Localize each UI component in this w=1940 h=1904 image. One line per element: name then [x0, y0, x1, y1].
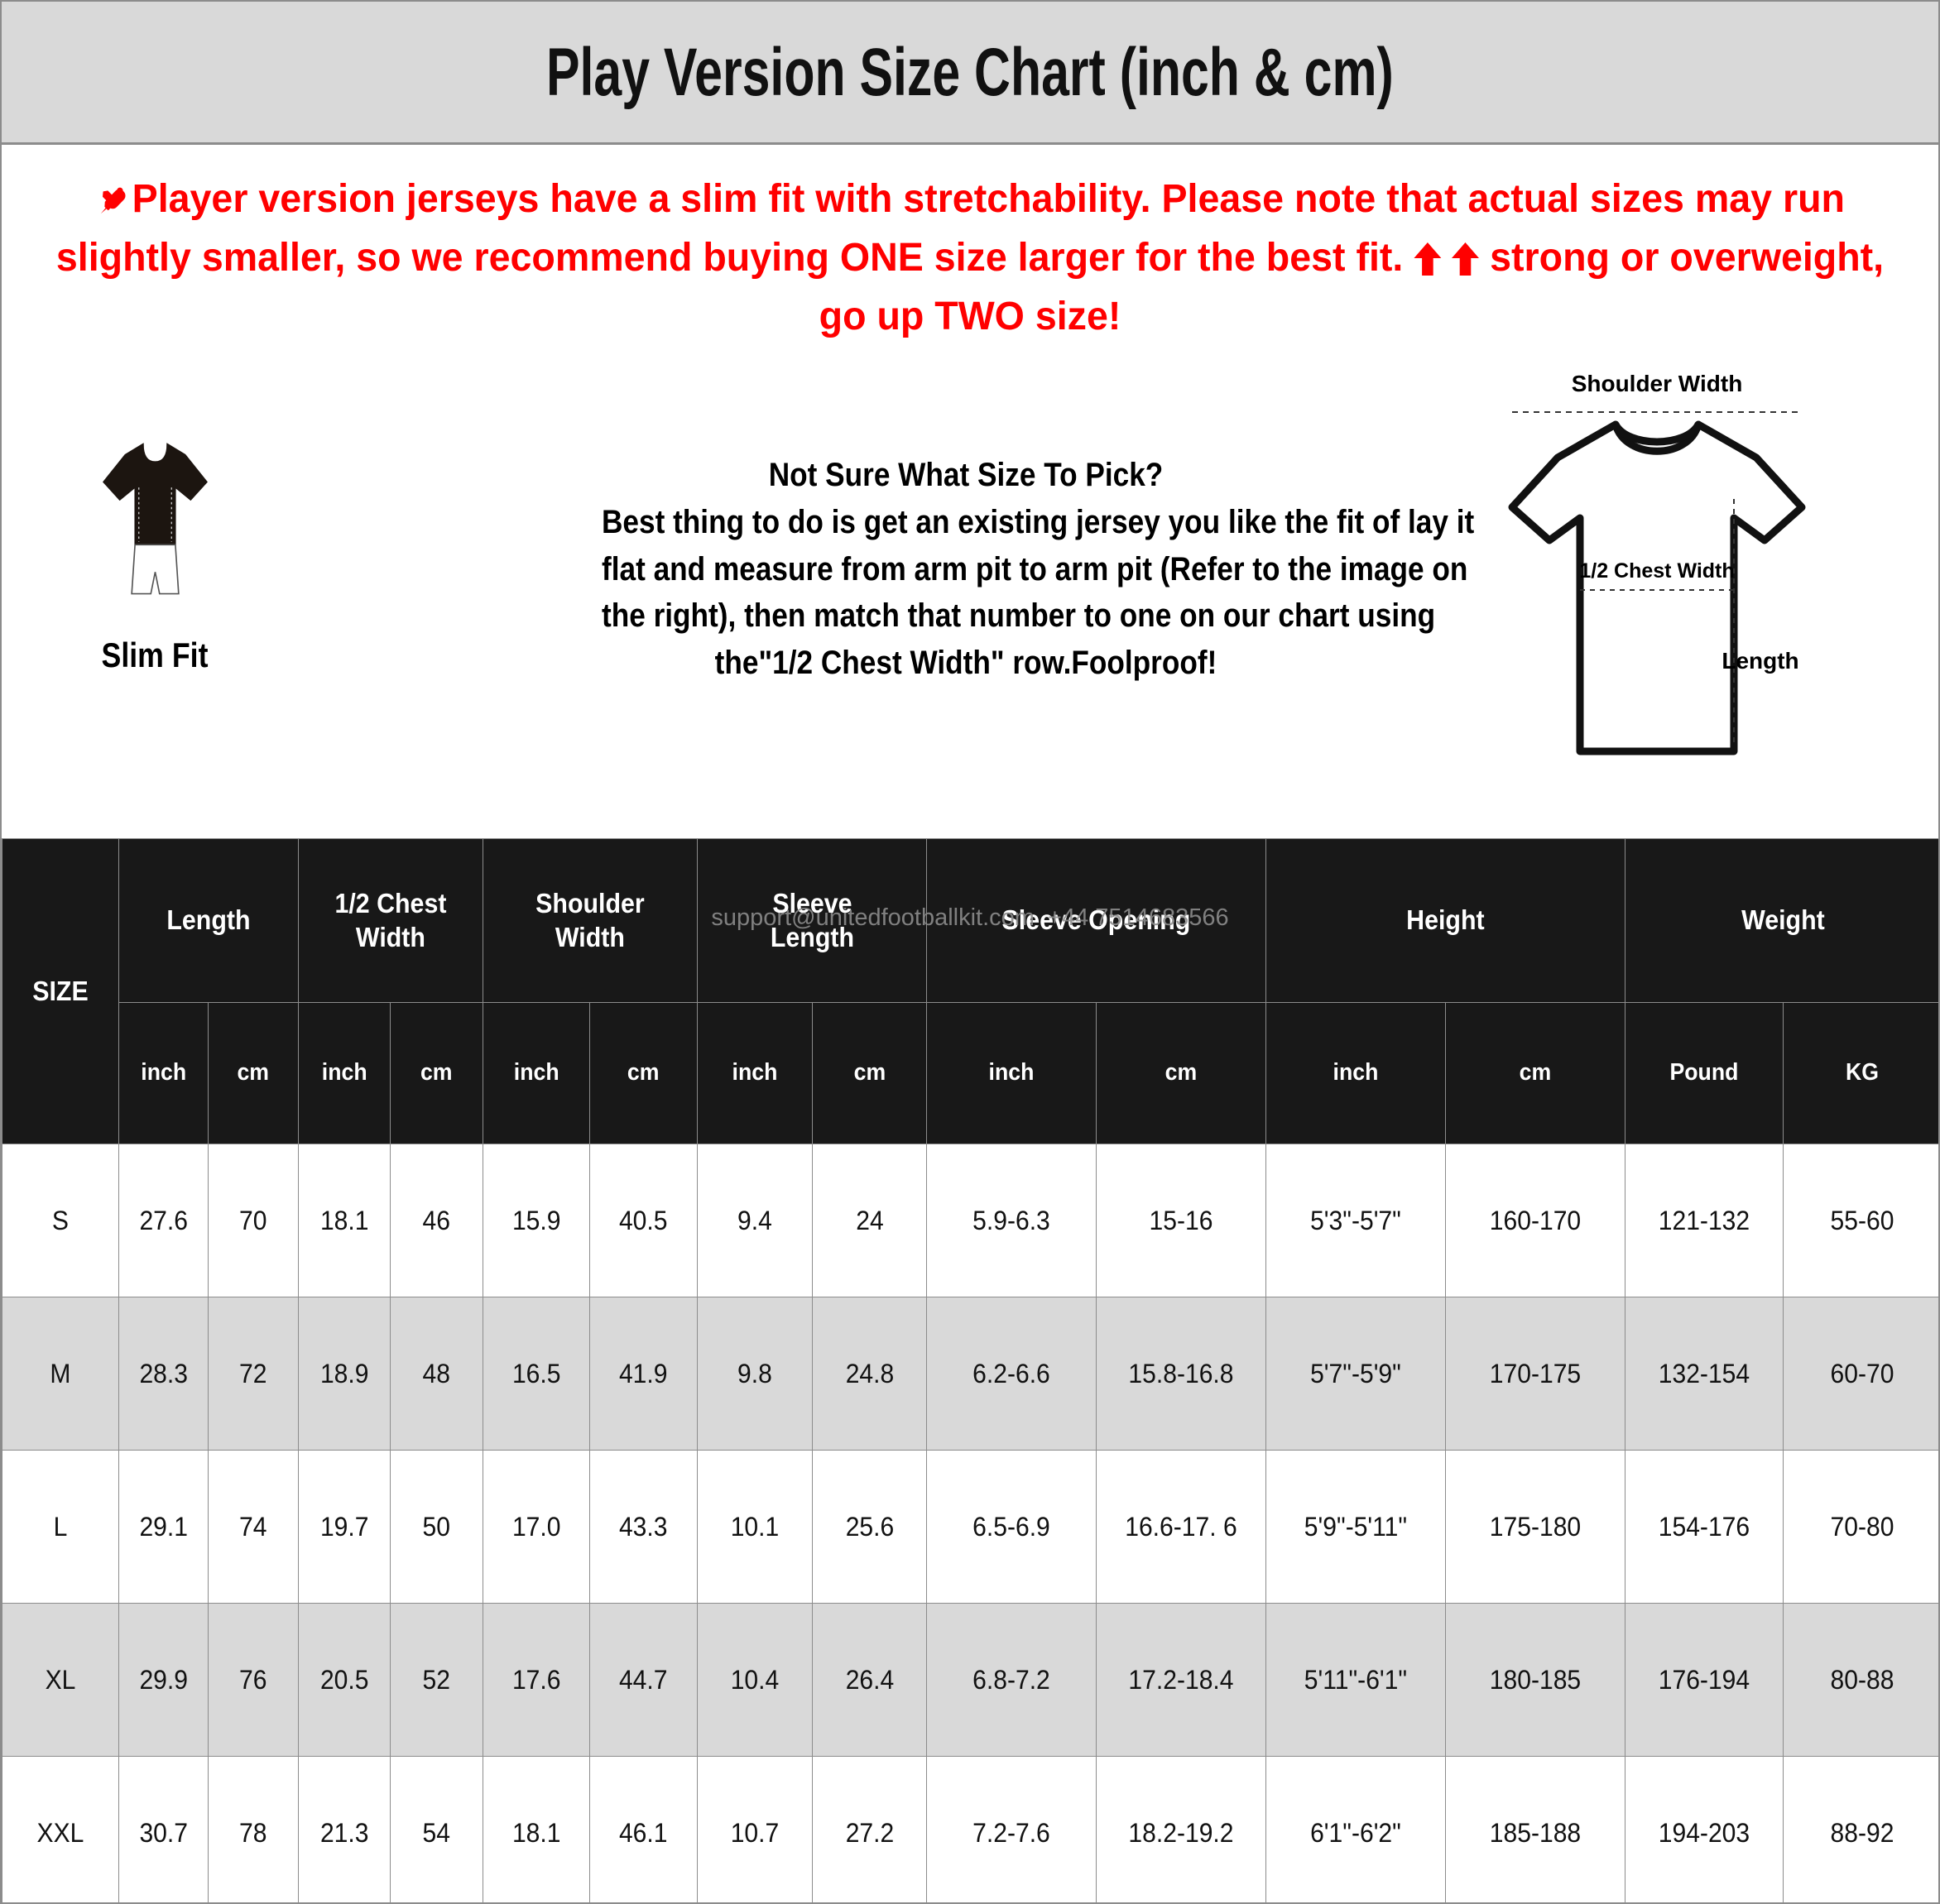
svg-text:Length: Length: [1722, 648, 1798, 674]
svg-text:1/2 Chest Width: 1/2 Chest Width: [1579, 559, 1734, 583]
svg-text:Shoulder Width: Shoulder Width: [1572, 371, 1743, 396]
